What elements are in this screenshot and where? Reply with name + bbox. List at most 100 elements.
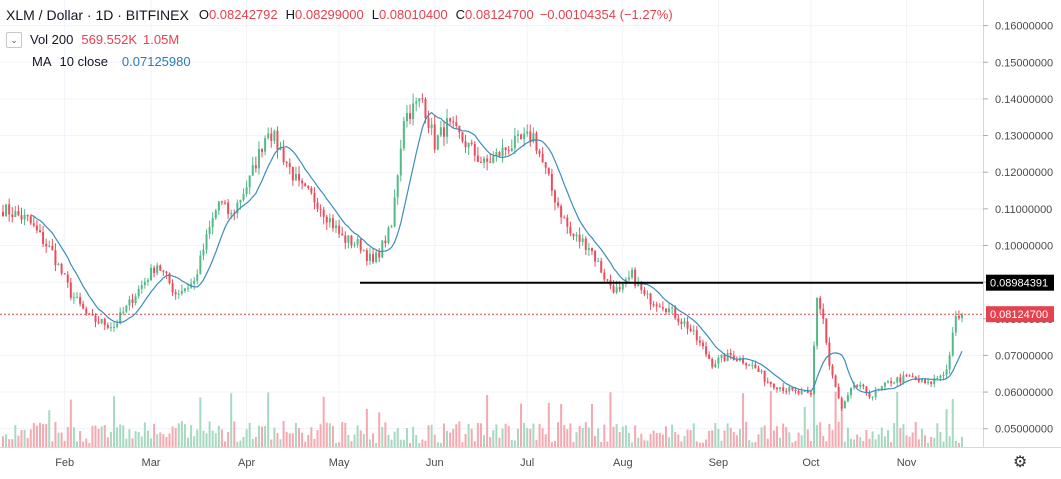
volume-bar xyxy=(538,423,541,447)
volume-bar xyxy=(705,439,708,447)
candle xyxy=(140,280,143,294)
candle-body xyxy=(532,133,535,142)
candle xyxy=(162,269,165,276)
candle-body xyxy=(439,127,442,136)
candle xyxy=(307,184,310,191)
volume-bar xyxy=(409,442,412,447)
candle xyxy=(520,133,523,140)
x-tick-label: Aug xyxy=(613,457,633,469)
volume-bar xyxy=(529,428,532,447)
candle xyxy=(322,206,325,225)
candle-body xyxy=(393,197,396,227)
candle-body xyxy=(427,118,430,128)
volume-bar xyxy=(569,423,572,447)
volume-bar xyxy=(794,440,797,447)
volume-bar xyxy=(399,439,402,447)
volume-indicator-row: ⌄ Vol 200 569.552K 1.05M xyxy=(6,29,679,51)
candle xyxy=(217,201,220,216)
volume-bar xyxy=(384,422,387,447)
candle xyxy=(467,142,470,155)
candle xyxy=(822,303,825,325)
volume-bar xyxy=(772,430,775,447)
candle-body xyxy=(920,379,923,382)
volume-bar xyxy=(273,427,276,447)
volume-bar xyxy=(742,393,745,447)
candle xyxy=(205,229,208,254)
candle xyxy=(600,257,603,274)
candle-body xyxy=(809,392,812,395)
candle-body xyxy=(862,384,865,387)
candle xyxy=(828,337,831,370)
candle-body xyxy=(954,316,957,333)
candle-body xyxy=(492,156,495,163)
candle xyxy=(381,239,384,259)
candle-body xyxy=(199,255,202,275)
volume-indicator-name[interactable]: Vol 200 xyxy=(30,32,74,47)
candle-body xyxy=(103,318,106,326)
candle-body xyxy=(557,202,560,206)
candle-body xyxy=(553,190,556,203)
candle-body xyxy=(603,272,606,280)
volume-bar xyxy=(162,434,165,447)
volume-bar xyxy=(606,441,609,447)
candle xyxy=(248,175,251,195)
y-tick-label: 0.05000000 xyxy=(995,424,1053,436)
candle-body xyxy=(763,370,766,382)
candle-body xyxy=(794,389,797,391)
candle-body xyxy=(779,387,782,390)
volume-bar xyxy=(600,442,603,447)
candle xyxy=(134,293,137,306)
symbol-title: XLM / Dollar · 1D · BITFINEX xyxy=(6,7,189,23)
candle xyxy=(156,262,159,276)
candle-body xyxy=(409,113,412,119)
candle xyxy=(405,105,408,128)
gear-icon[interactable]: ⚙ xyxy=(1013,454,1028,471)
candle-body xyxy=(140,285,143,289)
volume-bar xyxy=(930,436,933,447)
candle-body xyxy=(655,304,658,307)
candle-body xyxy=(39,230,42,232)
volume-bar xyxy=(338,442,341,447)
candle-body xyxy=(267,133,270,139)
candle-body xyxy=(803,390,806,392)
candle-body xyxy=(307,186,310,189)
y-tick-label: 0.14000000 xyxy=(995,94,1053,106)
candle-body xyxy=(113,326,116,328)
chevron-down-icon[interactable]: ⌄ xyxy=(6,32,22,48)
volume-bar xyxy=(415,435,418,447)
candle-body xyxy=(69,282,72,298)
candle xyxy=(69,277,72,301)
candle xyxy=(325,214,328,230)
candle-body xyxy=(134,296,137,304)
volume-bar xyxy=(865,429,868,447)
volume-bar xyxy=(652,430,655,447)
candle xyxy=(421,93,424,103)
volume-value-1: 569.552K xyxy=(81,32,138,47)
candle-body xyxy=(257,149,260,169)
volume-bar xyxy=(637,437,640,447)
candle xyxy=(390,224,393,228)
volume-bar xyxy=(347,435,350,447)
candle-body xyxy=(470,142,473,144)
candle-body xyxy=(529,131,532,142)
candle-body xyxy=(711,358,714,368)
ma-indicator-name[interactable]: MA xyxy=(32,54,52,69)
candle xyxy=(412,93,415,126)
candle xyxy=(868,390,871,400)
candle-body xyxy=(331,218,334,229)
candle xyxy=(547,167,550,176)
candle xyxy=(399,139,402,182)
candle xyxy=(227,198,230,220)
y-tick-label: 0.13000000 xyxy=(995,131,1053,143)
candle xyxy=(936,375,939,380)
candle xyxy=(171,279,174,296)
candle-body xyxy=(116,323,119,327)
candle-body xyxy=(276,130,279,150)
candle xyxy=(483,156,486,169)
candle-body xyxy=(961,314,963,319)
volume-bar xyxy=(427,425,430,447)
candle xyxy=(362,249,365,252)
volume-bar xyxy=(695,441,698,447)
candle xyxy=(751,361,754,370)
